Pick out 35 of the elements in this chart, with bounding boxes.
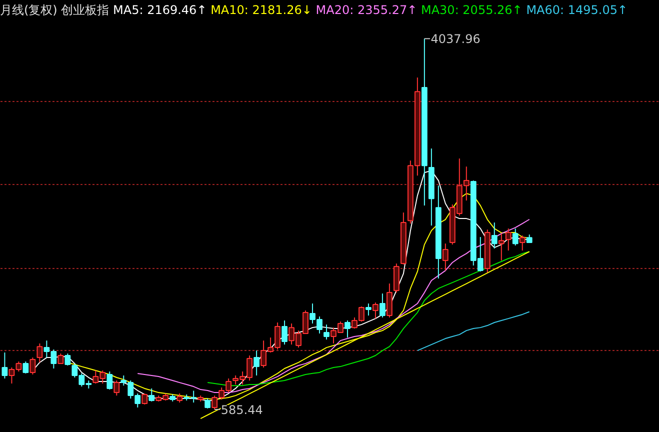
candlestick xyxy=(64,353,71,366)
candlestick xyxy=(386,283,392,318)
annotation: 585.44 xyxy=(220,402,263,417)
candlestick xyxy=(380,293,386,318)
text: MA60: 1495.05↑ xyxy=(526,3,628,17)
text: MA20: 2355.27↑ xyxy=(316,3,418,17)
chart-title: 月线(复权) 创业板指 xyxy=(0,3,110,17)
candlestick xyxy=(254,350,260,376)
candlestick xyxy=(58,353,64,364)
candlestick xyxy=(204,398,211,409)
candlestick xyxy=(372,302,378,320)
candlestick xyxy=(344,320,350,338)
candlestick xyxy=(282,320,288,346)
candlestick xyxy=(498,233,504,262)
candlestick xyxy=(148,388,155,402)
candlestick xyxy=(324,324,330,340)
candlestick xyxy=(142,393,148,405)
candlestick xyxy=(36,342,43,363)
text: MA30: 2055.26↑ xyxy=(420,3,522,17)
candlestick xyxy=(366,303,372,316)
candlestick xyxy=(491,222,498,250)
annotation: 4037.96 xyxy=(430,32,480,46)
candlestick xyxy=(442,243,448,272)
candlestick xyxy=(22,361,29,374)
text: MA10: 2181.26↓ xyxy=(210,3,312,17)
candlestick xyxy=(2,352,8,379)
candlestick xyxy=(519,235,526,252)
candlestick xyxy=(114,380,120,396)
candlestick xyxy=(512,228,518,246)
candlestick xyxy=(394,263,400,294)
candlestick xyxy=(505,228,512,252)
candlestick xyxy=(30,357,36,375)
candlestick xyxy=(106,370,113,390)
text: MA5: 2169.46↑ xyxy=(113,3,207,17)
candlestick xyxy=(176,393,183,404)
